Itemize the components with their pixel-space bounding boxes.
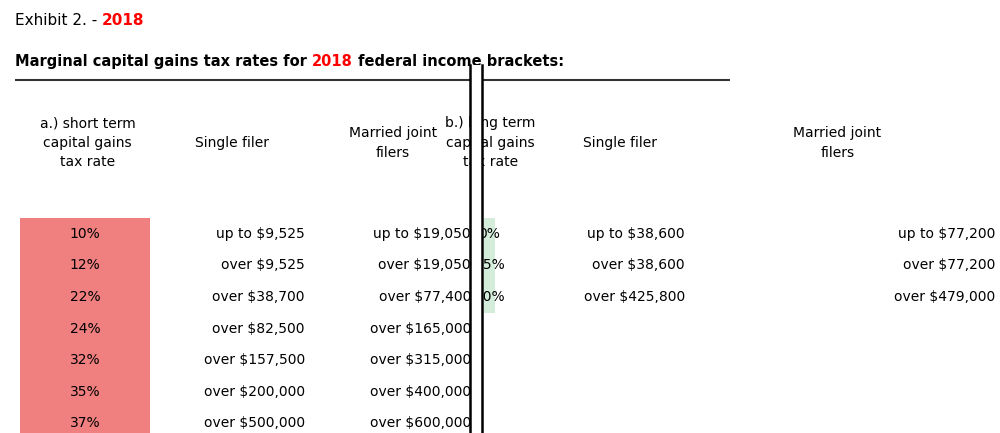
Text: 32%: 32% [70,353,100,367]
Text: up to $38,600: up to $38,600 [587,227,685,241]
Text: Single filer: Single filer [195,136,270,150]
Text: over $9,525: over $9,525 [221,259,305,272]
Text: up to $9,525: up to $9,525 [216,227,305,241]
Text: Married joint
filers: Married joint filers [349,126,437,160]
Text: over $77,400: over $77,400 [379,290,471,304]
Text: over $165,000: over $165,000 [370,322,471,336]
Text: over $600,000: over $600,000 [370,417,471,430]
Text: 35%: 35% [70,385,100,399]
Text: over $400,000: over $400,000 [370,385,471,399]
Text: 2018: 2018 [312,54,353,69]
Text: federal income brackets:: federal income brackets: [353,54,564,69]
Text: over $82,500: over $82,500 [212,322,305,336]
Text: over $479,000: over $479,000 [894,290,995,304]
Text: over $315,000: over $315,000 [370,353,471,367]
Text: 0%: 0% [479,227,500,241]
Text: a.) short term
capital gains
tax rate: a.) short term capital gains tax rate [40,116,135,169]
Text: over $500,000: over $500,000 [204,417,305,430]
Text: over $425,800: over $425,800 [584,290,685,304]
Text: over $38,700: over $38,700 [212,290,305,304]
Text: over $200,000: over $200,000 [204,385,305,399]
Text: 15%: 15% [474,259,505,272]
Text: 12%: 12% [70,259,100,272]
FancyBboxPatch shape [20,218,150,433]
Text: over $157,500: over $157,500 [204,353,305,367]
Text: 10%: 10% [70,227,100,241]
Text: b.) long term
capital gains
tax rate: b.) long term capital gains tax rate [445,116,536,169]
Text: 20%: 20% [474,290,505,304]
Text: Exhibit 2. -: Exhibit 2. - [15,13,102,28]
Text: Single filer: Single filer [583,136,657,150]
Text: 2018: 2018 [102,13,145,28]
Text: up to $77,200: up to $77,200 [898,227,995,241]
Text: Married joint
filers: Married joint filers [793,126,882,160]
FancyBboxPatch shape [470,65,482,433]
Text: 24%: 24% [70,322,100,336]
Text: 37%: 37% [70,417,100,430]
Text: over $77,200: over $77,200 [903,259,995,272]
Text: over $19,050: over $19,050 [378,259,471,272]
FancyBboxPatch shape [484,218,495,313]
Text: up to $19,050: up to $19,050 [373,227,471,241]
Text: 22%: 22% [70,290,100,304]
Text: over $38,600: over $38,600 [592,259,685,272]
Text: Marginal capital gains tax rates for: Marginal capital gains tax rates for [15,54,312,69]
